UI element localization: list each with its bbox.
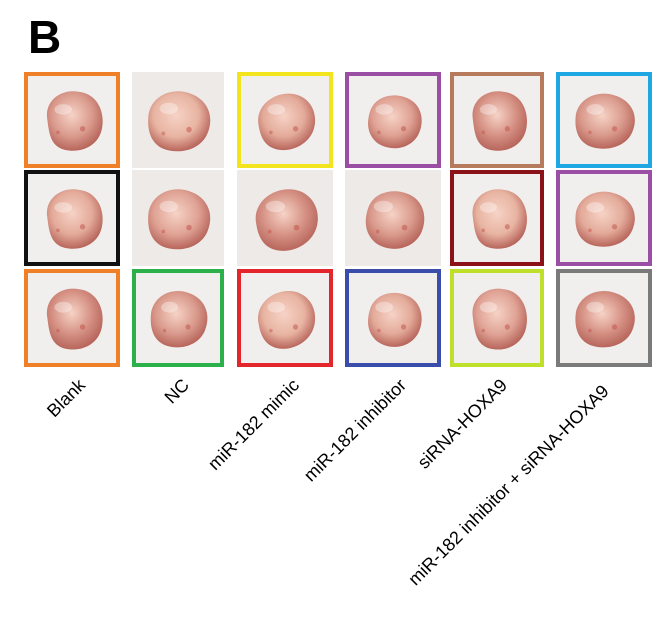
group-label-4: siRNA-HOXA9 bbox=[413, 374, 512, 473]
tumor-nc-3 bbox=[132, 269, 224, 367]
tumor-blank-1 bbox=[24, 72, 120, 168]
group-label-0: Blank bbox=[43, 374, 90, 421]
tumor-sirna-2 bbox=[450, 170, 544, 266]
tumor-mimic-3 bbox=[237, 269, 333, 367]
tumor-inhibitor-1 bbox=[345, 72, 441, 168]
panel-letter: B bbox=[28, 11, 62, 63]
tumor-inhibitor-2 bbox=[345, 170, 441, 266]
group-label-3: miR-182 inhibitor bbox=[299, 374, 411, 486]
tumor-mimic-1 bbox=[237, 72, 333, 168]
tumor-combo-2 bbox=[556, 170, 652, 266]
tumor-inhibitor-3 bbox=[345, 269, 441, 367]
tumor-combo-1 bbox=[556, 72, 652, 168]
tumor-sirna-3 bbox=[450, 269, 544, 367]
tumor-sirna-1 bbox=[450, 72, 544, 168]
tumor-combo-3 bbox=[556, 269, 652, 367]
tumor-nc-2 bbox=[132, 170, 224, 266]
tumor-blank-3 bbox=[24, 269, 120, 367]
group-label-5: miR-182 inhibitor + siRNA-HOXA9 bbox=[404, 380, 613, 590]
tumor-nc-1 bbox=[132, 72, 224, 168]
tumor-blank-2 bbox=[24, 170, 120, 266]
group-label-2: miR-182 mimic bbox=[204, 374, 304, 474]
group-label-1: NC bbox=[160, 374, 194, 408]
tumor-mimic-2 bbox=[237, 170, 333, 266]
